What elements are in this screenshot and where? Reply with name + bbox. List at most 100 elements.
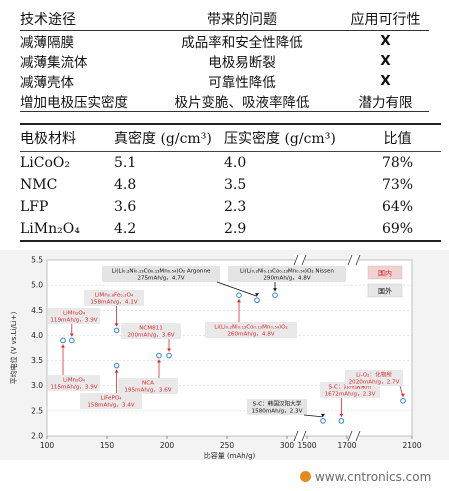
header-problem: 带来的问题: [142, 8, 342, 31]
table-header-row: 电极材料 真密度 (g/cm³) 压实密度 (g/cm³) 比值: [20, 123, 441, 152]
point-label-box: [121, 323, 181, 339]
cell-material: LFP: [20, 199, 49, 215]
data-point: [400, 398, 406, 404]
cell-true-density: 4.8: [114, 177, 137, 193]
cell-material: LiCoO₂: [20, 155, 71, 171]
point-arrowhead: [157, 359, 161, 363]
point-label-box: [247, 399, 307, 415]
point-label-box: [80, 393, 142, 409]
site-logo-icon: [300, 471, 311, 482]
y-tick-label: 2.5: [31, 406, 43, 415]
point-label-box: [118, 378, 178, 394]
point-label-box: [84, 290, 144, 306]
cell-ratio: 78%: [381, 155, 414, 171]
point-arrowhead: [255, 293, 259, 297]
point-label-text: 1580mAh/g，2.3V: [252, 409, 303, 415]
axis-break-mask: [349, 255, 359, 265]
x-tick-label: 1700: [337, 441, 356, 450]
point-label-text: LiMn₂O₄: [63, 378, 86, 384]
cell-compact-density: 2.9: [216, 218, 354, 242]
x-axis-label: 比容量 (mAh/g): [204, 451, 256, 460]
point-label-text: 290mAh/g，4.8V: [263, 276, 310, 282]
watermark-text: www.cntronics.com: [315, 470, 432, 484]
point-label-text: Li-O₂：化物所: [356, 371, 392, 379]
point-label-text: LiFePO₄: [100, 396, 122, 402]
point-label-box: [102, 266, 220, 282]
point-label-text: LiMn₂O₄: [63, 311, 86, 317]
point-label-box: [345, 370, 403, 386]
x-tick-label: 100: [40, 441, 55, 450]
table-row: NMC 4.8 3.5 73%: [20, 174, 441, 196]
cell-compact-density: 4.0: [224, 155, 247, 171]
x-tick-label: 2100: [402, 441, 421, 450]
cell-compact-density: 3.5: [224, 177, 247, 193]
x-tick-label: 250: [220, 441, 235, 450]
x-tick-label: 150: [100, 441, 115, 450]
point-arrowhead: [321, 413, 325, 417]
legend-label: 国外: [378, 287, 392, 296]
point-label-box: [205, 322, 297, 338]
axis-break-mask: [295, 431, 305, 441]
point-label-text: Li(Li₀.₂Ni₀.₁₃Co₀.₁₃Mn₀.₅₄)O₂: [214, 325, 288, 331]
data-point: [156, 352, 162, 359]
cell-true-density: 5.1: [114, 155, 137, 171]
point-label-text: NCM811: [139, 326, 163, 332]
y-tick-label: 3.0: [31, 381, 43, 390]
y-axis-label: 平均电位 (V vs.Li/Li+): [9, 311, 18, 384]
point-arrowhead: [273, 288, 277, 292]
cell-approach: 增加电极压实密度: [20, 91, 142, 112]
point-arrowhead: [114, 369, 119, 373]
legend-swatch: [367, 265, 403, 280]
y-tick-label: 5.0: [31, 281, 43, 290]
axis-break-mark: [355, 430, 361, 442]
cell-feasibility: X: [380, 73, 391, 89]
header-true-density: 真密度 (g/cm³): [110, 123, 216, 152]
cell-feasibility: 潜力有限: [342, 91, 429, 112]
point-label-text: Li(Li₀.₂Ni₀.₁₃Co₀.₁₃Mn₀.₅₄)O₂ Nissen: [240, 269, 334, 275]
axis-break-mark: [293, 430, 299, 442]
data-point: [60, 337, 66, 344]
cell-true-density: 4.2: [110, 218, 216, 242]
cell-problem: 可靠性降低: [208, 75, 276, 91]
point-arrowhead: [114, 323, 119, 327]
axis-break-mark: [347, 254, 353, 266]
point-arrowhead: [69, 333, 74, 337]
cell-material: LiMn₂O₄: [20, 218, 110, 242]
data-point: [69, 337, 75, 344]
axis-break-mark: [347, 430, 353, 442]
cell-approach: 减薄壳体: [20, 75, 74, 91]
point-label-text: 200mAh/g，3.6V: [127, 333, 174, 339]
watermark: www.cntronics.com: [300, 470, 431, 484]
cell-problem: 电极易断裂: [208, 55, 276, 71]
point-label-text: S-C：苏州纳米所: [328, 383, 371, 391]
data-point: [236, 292, 242, 299]
axis-break-mark: [293, 254, 299, 266]
point-label-box: [48, 308, 100, 324]
point-label-text: 119mAh/g，3.9V: [50, 318, 97, 324]
point-label-text: 158mAh/g，4.1V: [90, 300, 137, 306]
point-arrowhead: [61, 344, 65, 348]
cell-compact-density: 2.3: [224, 199, 247, 215]
cell-approach: 减薄隔膜: [20, 35, 74, 51]
point-label-text: 2020mAh/g，2.7V: [349, 380, 400, 386]
point-label-text: 115mAh/g，3.9V: [50, 385, 97, 391]
cell-ratio: 64%: [381, 199, 414, 215]
table-row: 减薄集流体 电极易断裂 X: [20, 51, 429, 71]
cell-true-density: 3.6: [114, 199, 137, 215]
cell-approach: 减薄集流体: [20, 55, 88, 71]
data-point: [113, 362, 120, 369]
point-label-text: 275mAh/g，4.7V: [137, 276, 184, 282]
table-header-row: 技术途径 带来的问题 应用可行性: [20, 8, 429, 31]
y-tick-label: 5.5: [31, 256, 43, 265]
data-point: [338, 418, 345, 424]
point-arrowhead: [167, 348, 171, 352]
point-arrow: [303, 414, 324, 418]
point-label-text: 195mAh/g，3.6V: [124, 388, 171, 394]
table-row: LiCoO₂ 5.1 4.0 78%: [20, 152, 441, 175]
cell-ratio: 69%: [354, 218, 441, 242]
point-arrowhead: [237, 299, 241, 303]
header-compact-density: 压实密度 (g/cm³): [216, 123, 354, 152]
point-label-text: 260mAh/g，4.8V: [227, 332, 274, 338]
feasibility-table: 技术途径 带来的问题 应用可行性 减薄隔膜 成品率和安全性降低 X 减薄集流体 …: [20, 8, 429, 112]
header-approach: 技术途径: [20, 8, 142, 31]
